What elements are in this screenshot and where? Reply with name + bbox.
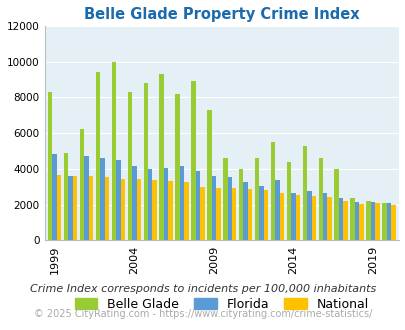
Bar (381, 203, 386, 240)
Bar (136, 179, 141, 240)
Bar (184, 182, 188, 240)
Bar (132, 166, 136, 240)
Bar (120, 179, 125, 240)
Bar (52, 154, 57, 240)
Bar (111, 62, 116, 240)
Bar (84, 156, 89, 240)
Bar (89, 176, 93, 240)
Bar (259, 186, 263, 240)
Bar (227, 177, 231, 240)
Bar (290, 193, 295, 240)
Legend: Belle Glade, Florida, National: Belle Glade, Florida, National (71, 294, 372, 314)
Bar (207, 110, 211, 240)
Bar (370, 202, 374, 240)
Bar (318, 158, 322, 240)
Bar (350, 197, 354, 240)
Bar (48, 92, 52, 240)
Bar (247, 189, 252, 240)
Bar (275, 180, 279, 240)
Bar (100, 158, 104, 240)
Bar (168, 182, 173, 240)
Bar (239, 169, 243, 240)
Bar (96, 72, 100, 240)
Bar (215, 188, 220, 240)
Bar (295, 195, 299, 240)
Bar (159, 74, 164, 240)
Bar (365, 201, 370, 240)
Bar (311, 196, 315, 240)
Bar (263, 190, 268, 240)
Bar (57, 175, 61, 240)
Bar (279, 193, 283, 240)
Bar (143, 83, 147, 240)
Bar (327, 197, 331, 240)
Bar (386, 203, 390, 240)
Bar (175, 94, 179, 240)
Bar (104, 177, 109, 240)
Bar (164, 168, 168, 240)
Bar (191, 81, 195, 240)
Title: Belle Glade Property Crime Index: Belle Glade Property Crime Index (84, 7, 359, 22)
Bar (286, 162, 290, 240)
Bar (179, 166, 184, 240)
Bar (302, 146, 306, 240)
Bar (254, 158, 259, 240)
Bar (322, 193, 327, 240)
Bar (306, 191, 311, 240)
Bar (64, 153, 68, 240)
Bar (80, 129, 84, 240)
Bar (338, 197, 343, 240)
Bar (270, 142, 275, 240)
Bar (72, 176, 77, 240)
Bar (195, 171, 200, 240)
Bar (358, 204, 363, 240)
Bar (68, 176, 72, 240)
Bar (222, 158, 227, 240)
Bar (231, 188, 236, 240)
Bar (127, 92, 132, 240)
Text: Crime Index corresponds to incidents per 100,000 inhabitants: Crime Index corresponds to incidents per… (30, 284, 375, 294)
Bar (343, 201, 347, 240)
Bar (354, 202, 358, 240)
Bar (116, 160, 120, 240)
Bar (243, 182, 247, 240)
Bar (374, 203, 379, 240)
Bar (390, 205, 394, 240)
Bar (147, 169, 152, 240)
Bar (334, 169, 338, 240)
Bar (200, 187, 204, 240)
Bar (211, 176, 215, 240)
Text: © 2025 CityRating.com - https://www.cityrating.com/crime-statistics/: © 2025 CityRating.com - https://www.city… (34, 309, 371, 319)
Bar (152, 180, 156, 240)
